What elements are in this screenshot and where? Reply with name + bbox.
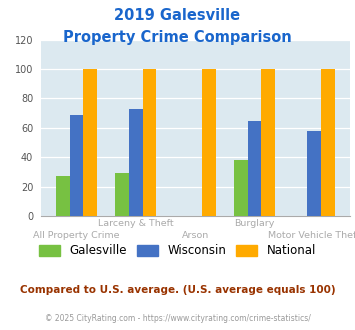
Legend: Galesville, Wisconsin, National: Galesville, Wisconsin, National [37,242,318,260]
Bar [234,160,248,216]
Text: © 2025 CityRating.com - https://www.cityrating.com/crime-statistics/: © 2025 CityRating.com - https://www.city… [45,314,310,323]
Text: Larceny & Theft: Larceny & Theft [98,219,174,228]
Text: All Property Crime: All Property Crime [33,231,120,240]
Bar [307,131,321,216]
Bar [202,69,216,216]
Bar [321,69,334,216]
Bar [129,109,143,216]
Bar [262,69,275,216]
Text: Property Crime Comparison: Property Crime Comparison [63,30,292,45]
Bar [115,174,129,216]
Text: Arson: Arson [182,231,209,240]
Bar [248,120,262,216]
Bar [143,69,156,216]
Text: Motor Vehicle Theft: Motor Vehicle Theft [268,231,355,240]
Text: Burglary: Burglary [234,219,275,228]
Bar [56,177,70,216]
Bar [83,69,97,216]
Text: 2019 Galesville: 2019 Galesville [114,8,241,23]
Text: Compared to U.S. average. (U.S. average equals 100): Compared to U.S. average. (U.S. average … [20,285,335,295]
Bar [70,115,83,216]
